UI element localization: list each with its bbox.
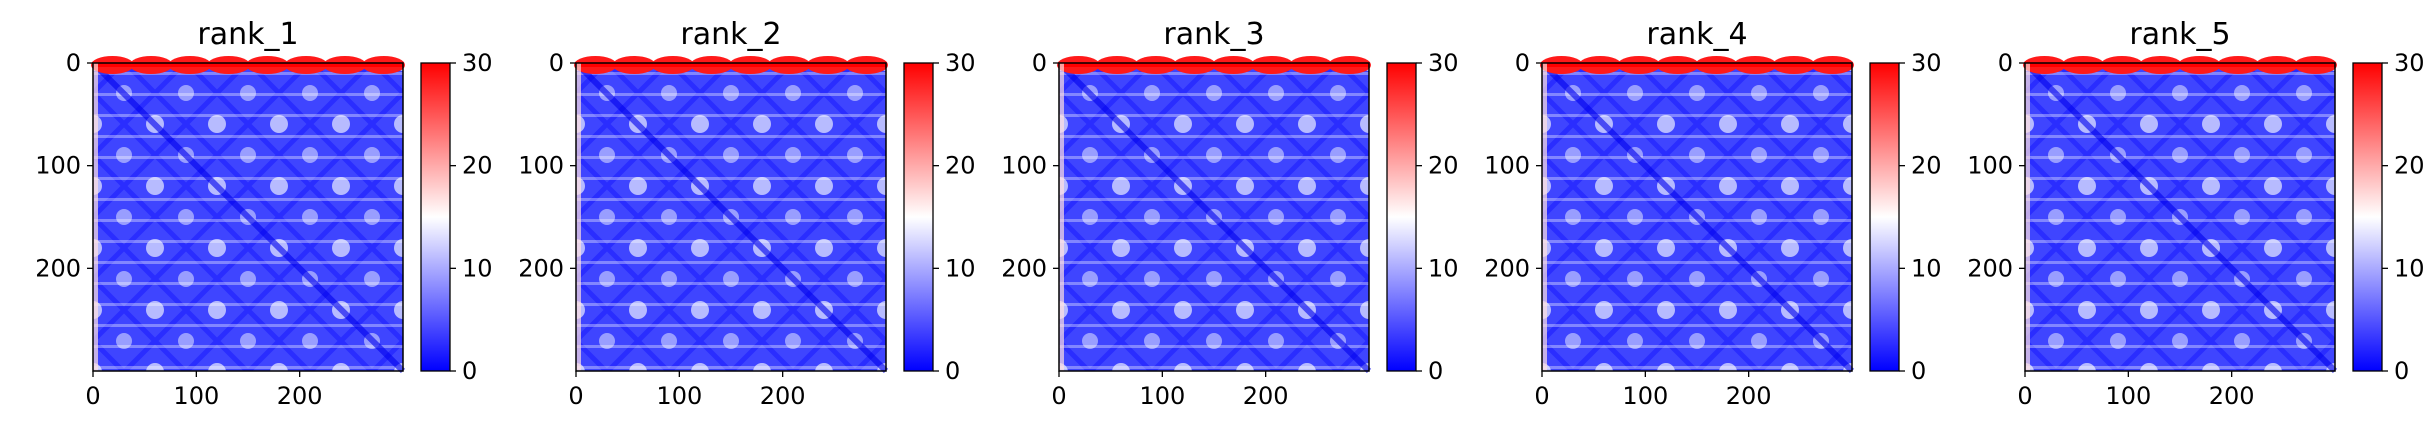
colorbar-tick-label: 10	[2394, 254, 2425, 282]
panel-title: rank_3	[1163, 17, 1264, 52]
x-tick-label: 100	[173, 382, 219, 410]
heatmap-left-band	[2025, 63, 2030, 371]
colorbar	[420, 62, 451, 372]
panel-1: rank_1 0 100 200 0 100 200 0 10 20 30	[35, 17, 492, 410]
colorbar-tick-label: 30	[1428, 49, 1459, 77]
colorbar	[1869, 62, 1900, 372]
x-tick-label: 0	[1534, 382, 1549, 410]
heatmap-frame	[92, 62, 404, 372]
colorbar-tick-label: 10	[1428, 254, 1459, 282]
x-tick-label: 200	[277, 382, 323, 410]
heatmap-frame	[2024, 62, 2336, 372]
colorbar-tick-label: 20	[1428, 152, 1459, 180]
panel-5: rank_5 0 100 200 0 100 200 0 10 20 30	[1967, 17, 2424, 410]
colorbar-tick-label: 0	[462, 357, 477, 385]
y-tick-label: 0	[549, 49, 564, 77]
heatmap	[1056, 56, 1372, 374]
x-tick-label: 100	[2105, 382, 2151, 410]
heatmap-top-band	[1542, 63, 1852, 67]
panel-3: rank_3 0 100 200 0 100 200 0 10 20 30	[1001, 17, 1458, 410]
colorbar-tick-label: 30	[2394, 49, 2425, 77]
y-tick-label: 0	[1032, 49, 1047, 77]
colorbar-tick-label: 30	[462, 49, 493, 77]
colorbar-tick-label: 10	[945, 254, 976, 282]
heatmap-left-band	[576, 63, 581, 371]
x-tick-label: 0	[568, 382, 583, 410]
x-tick-label: 100	[1622, 382, 1668, 410]
panel-title: rank_5	[2129, 17, 2230, 52]
y-tick-label: 200	[1967, 254, 2013, 282]
colorbar-tick-label: 0	[1428, 357, 1443, 385]
heatmap-diagonal	[1539, 60, 1855, 374]
y-tick-label: 200	[1484, 254, 1530, 282]
heatmap-top-band	[2025, 63, 2335, 67]
y-tick-label: 100	[35, 152, 81, 180]
panel-4: rank_4 0 100 200 0 100 200 0 10 20 30	[1484, 17, 1941, 410]
x-tick-label: 0	[85, 382, 100, 410]
y-tick-label: 100	[1484, 152, 1530, 180]
panel-title: rank_2	[680, 17, 781, 52]
heatmap-frame	[1058, 62, 1370, 372]
heatmap-diagonal	[2022, 60, 2338, 374]
x-tick-label: 200	[760, 382, 806, 410]
heatmap	[1539, 56, 1855, 374]
x-tick-label: 0	[1051, 382, 1066, 410]
heatmap-diagonal	[90, 60, 406, 374]
x-tick-label: 100	[656, 382, 702, 410]
panel-title: rank_1	[197, 17, 298, 52]
x-tick-label: 200	[1243, 382, 1289, 410]
heatmap	[573, 56, 889, 374]
colorbar-tick-label: 0	[945, 357, 960, 385]
y-tick-label: 0	[66, 49, 81, 77]
y-tick-label: 200	[1001, 254, 1047, 282]
heatmap-left-band	[1542, 63, 1547, 371]
heatmap-top-band	[93, 63, 403, 67]
colorbar-tick-label: 20	[1911, 152, 1942, 180]
colorbar-tick-label: 20	[945, 152, 976, 180]
heatmap-top-band	[1059, 63, 1369, 67]
y-tick-label: 200	[518, 254, 564, 282]
colorbar	[1386, 62, 1417, 372]
colorbar-tick-label: 20	[462, 152, 493, 180]
x-tick-label: 100	[1139, 382, 1185, 410]
panel-2: rank_2 0 100 200 0 100 200 0 10 20 30	[518, 17, 975, 410]
panel-title: rank_4	[1646, 17, 1747, 52]
colorbar-tick-label: 10	[462, 254, 493, 282]
y-tick-label: 200	[35, 254, 81, 282]
x-tick-label: 200	[1726, 382, 1772, 410]
heatmap-left-band	[1059, 63, 1064, 371]
heatmap-frame	[575, 62, 887, 372]
colorbar-tick-label: 10	[1911, 254, 1942, 282]
colorbar	[2352, 62, 2383, 372]
y-tick-label: 100	[518, 152, 564, 180]
colorbar-tick-label: 30	[945, 49, 976, 77]
heatmap	[2022, 56, 2338, 374]
heatmap-top-band	[576, 63, 886, 67]
colorbar-tick-label: 30	[1911, 49, 1942, 77]
heatmap	[90, 56, 406, 374]
colorbar-tick-label: 20	[2394, 152, 2425, 180]
y-tick-label: 100	[1001, 152, 1047, 180]
heatmap-left-band	[93, 63, 98, 371]
x-tick-label: 0	[2017, 382, 2032, 410]
y-tick-label: 0	[1998, 49, 2013, 77]
x-tick-label: 200	[2209, 382, 2255, 410]
y-tick-label: 0	[1515, 49, 1530, 77]
heatmap-diagonal	[1056, 60, 1372, 374]
colorbar-tick-label: 0	[2394, 357, 2409, 385]
heatmap-diagonal	[573, 60, 889, 374]
colorbar	[903, 62, 934, 372]
heatmap-frame	[1541, 62, 1853, 372]
y-tick-label: 100	[1967, 152, 2013, 180]
colorbar-tick-label: 0	[1911, 357, 1926, 385]
